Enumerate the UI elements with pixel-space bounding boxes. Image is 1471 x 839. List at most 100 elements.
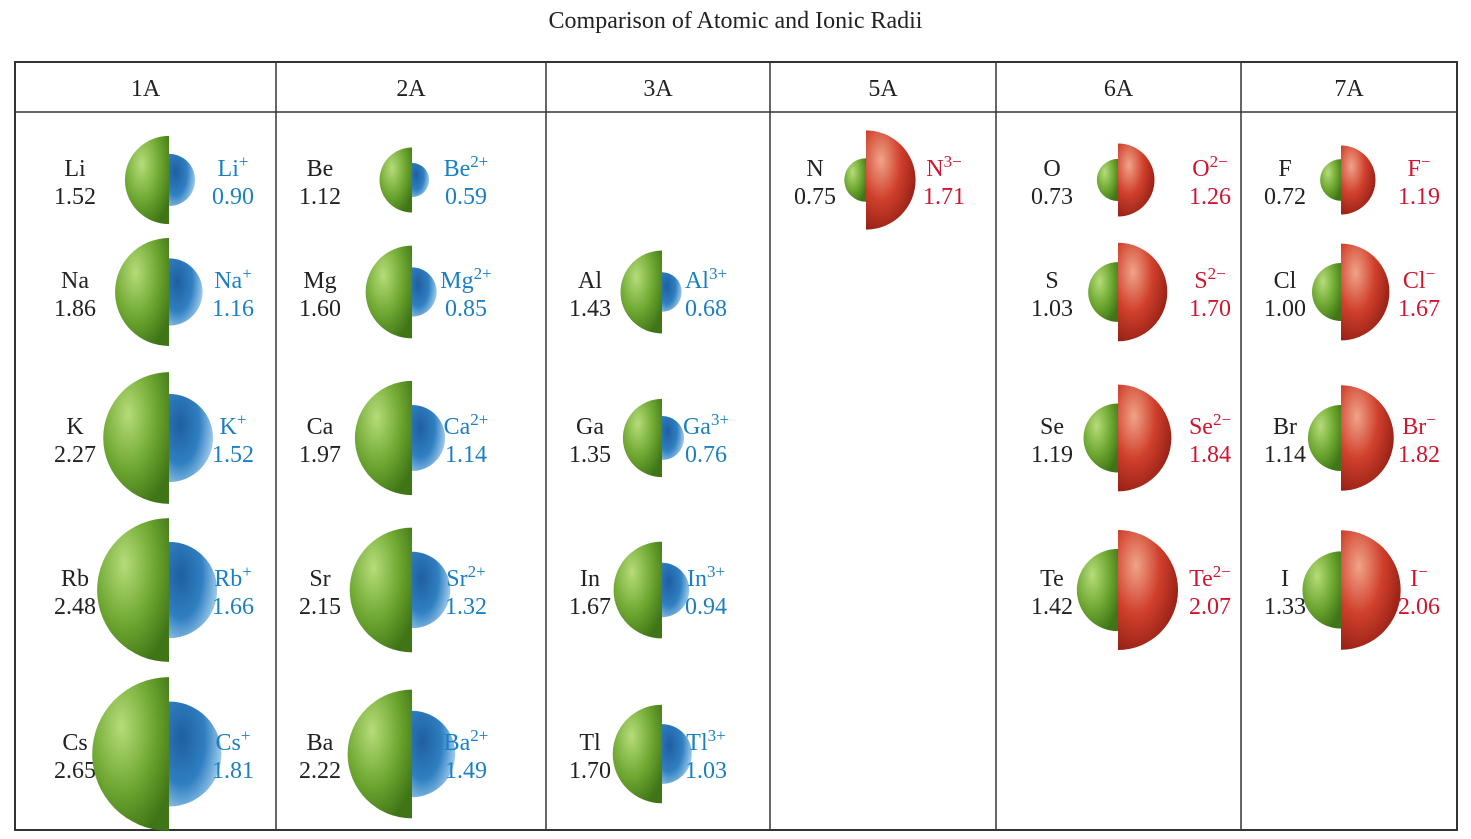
ion-charge: − <box>1426 410 1436 429</box>
ion-charge: 2+ <box>470 152 488 171</box>
ionic-radius-value: 1.26 <box>1189 184 1231 210</box>
ion-hemisphere <box>169 153 196 207</box>
atom-symbol: N <box>806 156 823 182</box>
ion-symbol: Sr2+ <box>446 562 485 593</box>
ion-hemisphere <box>412 551 451 629</box>
atom-symbol: Rb <box>61 566 89 592</box>
element-entry-na: Na1.86 Na+1.16 <box>54 238 254 346</box>
ionic-radius-value: 0.68 <box>685 296 727 322</box>
ionic-radius-value: 1.82 <box>1398 442 1440 468</box>
ion-charge: + <box>241 726 251 745</box>
atomic-radius-value: 1.67 <box>569 594 611 620</box>
ionic-radius-value: 0.94 <box>685 594 727 620</box>
ion-hemisphere <box>866 130 916 230</box>
ion-symbol: Be2+ <box>444 152 489 183</box>
element-entry-in: In1.67 In3+0.94 <box>569 541 727 639</box>
ion-hemisphere <box>1341 385 1394 491</box>
ion-charge: − <box>1421 152 1431 171</box>
atom-symbol: Na <box>61 268 89 294</box>
ion-symbol: Rb+ <box>214 562 252 593</box>
element-entry-tl: Tl1.70 Tl3+1.03 <box>569 704 727 804</box>
ion-hemisphere <box>169 541 218 639</box>
element-entry-li: Li1.52 Li+0.90 <box>54 135 254 225</box>
atom-hemisphere <box>115 238 169 346</box>
ionic-radius-value: 2.06 <box>1398 594 1440 620</box>
ion-symbol: Na+ <box>214 264 252 295</box>
atom-hemisphere <box>124 135 169 225</box>
ion-hemisphere <box>412 162 430 198</box>
ion-hemisphere <box>412 710 456 798</box>
group-header: 6A <box>1104 76 1134 102</box>
atom-hemisphere <box>92 677 169 831</box>
atom-symbol: Be <box>307 156 334 182</box>
ionic-radius-value: 1.14 <box>445 442 487 468</box>
atom-symbol: Se <box>1040 414 1064 440</box>
ion-charge: 2− <box>1208 264 1226 283</box>
element-entry-n: N0.75 N3−1.71 <box>794 130 965 230</box>
ion-hemisphere <box>169 393 214 483</box>
ion-charge: + <box>237 410 247 429</box>
ion-hemisphere <box>169 258 203 326</box>
atom-hemisphere <box>365 245 412 339</box>
atomic-radius-value: 1.97 <box>299 442 341 468</box>
ionic-radius-value: 0.76 <box>685 442 727 468</box>
atom-symbol: Li <box>64 156 86 182</box>
ionic-radius-value: 1.32 <box>445 594 487 620</box>
atom-hemisphere <box>622 398 662 478</box>
element-entry-s: S1.03 S2−1.70 <box>1031 242 1231 342</box>
ion-symbol: F− <box>1408 152 1431 183</box>
atomic-radius-value: 1.60 <box>299 296 341 322</box>
ionic-radius-value: 1.16 <box>212 296 254 322</box>
ion-symbol: Li+ <box>218 152 249 183</box>
atom-symbol: O <box>1043 156 1060 182</box>
ion-charge: 3+ <box>708 726 726 745</box>
atom-symbol: Mg <box>303 268 336 294</box>
atomic-radius-value: 1.12 <box>299 184 341 210</box>
group-header: 3A <box>643 76 673 102</box>
ion-hemisphere <box>412 267 437 317</box>
group-header: 5A <box>868 76 898 102</box>
ion-charge: 2+ <box>470 726 488 745</box>
atomic-radius-value: 1.70 <box>569 758 611 784</box>
atom-symbol: Sr <box>309 566 330 592</box>
atomic-radius-value: 1.42 <box>1031 594 1073 620</box>
atomic-radius-value: 1.35 <box>569 442 611 468</box>
ion-symbol: O2− <box>1192 152 1227 183</box>
ionic-radius-value: 1.70 <box>1189 296 1231 322</box>
atom-hemisphere <box>1076 548 1118 632</box>
group-header: 1A <box>131 76 161 102</box>
ionic-radius-value: 1.49 <box>445 758 487 784</box>
ion-charge: − <box>1418 562 1428 581</box>
ionic-radius-value: 1.67 <box>1398 296 1440 322</box>
ionic-radius-value: 1.66 <box>212 594 254 620</box>
ion-charge: 2+ <box>468 562 486 581</box>
ion-charge: 3+ <box>709 264 727 283</box>
atomic-radius-value: 1.86 <box>54 296 96 322</box>
ion-charge: 2− <box>1213 562 1231 581</box>
atom-symbol: Ba <box>307 730 334 756</box>
atom-hemisphere <box>1302 551 1341 629</box>
ion-hemisphere <box>662 415 685 461</box>
ion-symbol: Al3+ <box>685 264 727 295</box>
atomic-radius-value: 1.52 <box>54 184 96 210</box>
element-entry-f: F0.72 F−1.19 <box>1264 145 1440 215</box>
ion-charge: + <box>239 152 249 171</box>
ion-charge: 3+ <box>711 410 729 429</box>
atomic-radius-value: 2.48 <box>54 594 96 620</box>
atomic-radius-value: 1.19 <box>1031 442 1073 468</box>
element-entry-ba: Ba2.22 Ba2+1.49 <box>299 689 488 819</box>
ion-charge: − <box>1426 264 1436 283</box>
atom-symbol: Cl <box>1274 268 1297 294</box>
atomic-radius-value: 0.75 <box>794 184 836 210</box>
atom-symbol: Br <box>1273 414 1297 440</box>
atom-symbol: I <box>1281 566 1289 592</box>
diagram-title: Comparison of Atomic and Ionic Radii <box>548 8 923 34</box>
atom-hemisphere <box>1083 403 1118 473</box>
ionic-radius-value: 1.52 <box>212 442 254 468</box>
atom-hemisphere <box>1096 158 1118 202</box>
ion-charge: 2− <box>1213 410 1231 429</box>
atomic-radius-value: 1.43 <box>569 296 611 322</box>
atom-hemisphere <box>103 372 169 504</box>
element-entry-i: I1.33 I−2.06 <box>1264 530 1440 650</box>
